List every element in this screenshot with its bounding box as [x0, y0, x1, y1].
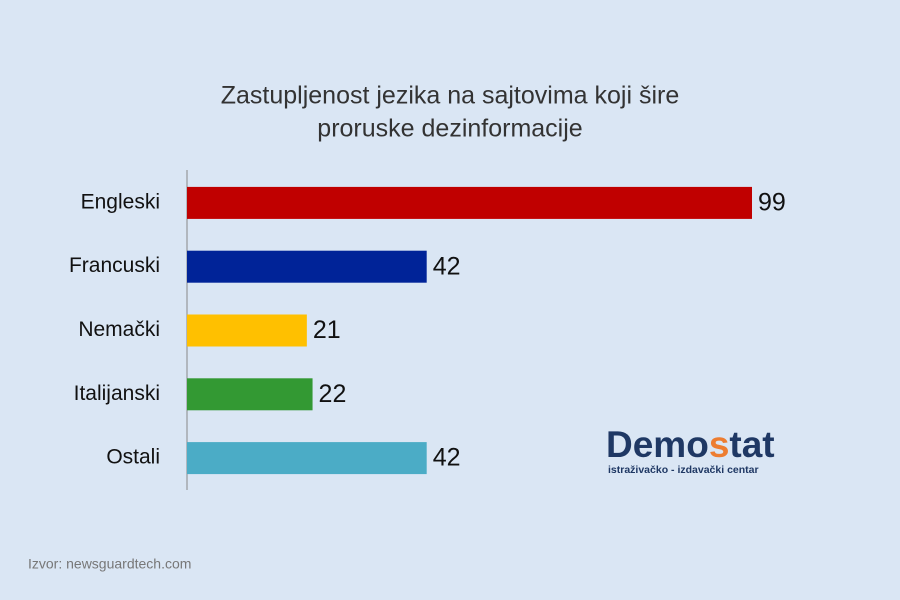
logo-subtitle: istraživačko - izdavački centar [608, 464, 759, 476]
bar [187, 186, 752, 219]
logo-part: tat [729, 424, 774, 465]
value-label: 42 [433, 444, 461, 472]
chart-title: proruske dezinformacije [317, 115, 582, 143]
logo: Demostat [606, 424, 775, 465]
bar [187, 250, 427, 283]
value-label: 99 [758, 189, 786, 217]
y-tick-label: Francuski [69, 254, 160, 277]
value-label: 42 [433, 252, 461, 280]
bar [187, 314, 307, 347]
value-label: 22 [319, 380, 347, 408]
source: Izvor: newsguardtech.com [28, 556, 191, 572]
y-tick-label: Ostali [106, 446, 160, 469]
y-tick-label: Nemački [78, 318, 160, 341]
bar [187, 378, 313, 411]
logo-part: s [709, 424, 730, 465]
value-label: 21 [313, 316, 341, 344]
bar [187, 442, 427, 475]
y-tick-label: Engleski [81, 190, 160, 213]
logo-part: Demo [606, 424, 709, 465]
chart-title: Zastupljenost jezika na sajtovima koji š… [221, 82, 680, 110]
y-tick-label: Italijanski [74, 382, 160, 405]
